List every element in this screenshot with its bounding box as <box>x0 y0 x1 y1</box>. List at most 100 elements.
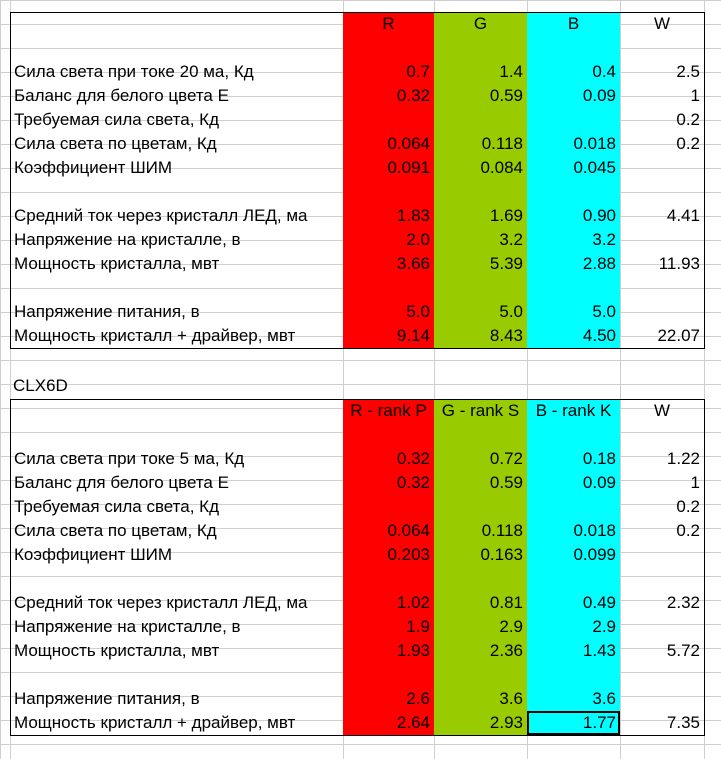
value-cell-w[interactable]: 7.35 <box>666 713 700 732</box>
row-label-cell[interactable]: Мощность кристалл + драйвер, мвт <box>14 326 296 345</box>
value-cell-g[interactable] <box>434 663 527 687</box>
value-cell-r[interactable]: 0.32 <box>343 471 434 495</box>
value-cell-b[interactable]: 0.09 <box>527 471 620 495</box>
row-label-cell[interactable]: Мощность кристалл + драйвер, мвт <box>14 713 296 732</box>
row-label-cell[interactable]: Мощность кристалла, мвт <box>14 641 220 660</box>
value-cell-g[interactable] <box>434 423 527 447</box>
value-cell-w[interactable] <box>620 228 704 252</box>
value-cell-b[interactable]: 0.099 <box>527 543 620 567</box>
value-cell-r[interactable]: 1.9 <box>343 615 434 639</box>
header-cell-b[interactable]: B <box>527 12 620 36</box>
value-cell-g[interactable]: 3.6 <box>434 687 527 711</box>
value-cell-b[interactable]: 0.4 <box>527 60 620 84</box>
value-cell-r[interactable] <box>343 663 434 687</box>
value-cell-r[interactable]: 0.091 <box>343 156 434 180</box>
value-cell-g[interactable]: 2.36 <box>434 639 527 663</box>
value-cell-r[interactable]: 1.02 <box>343 591 434 615</box>
value-cell-b[interactable] <box>527 495 620 519</box>
value-cell-b[interactable] <box>527 108 620 132</box>
value-cell-g[interactable]: 5.39 <box>434 252 527 276</box>
value-cell-r[interactable]: 3.66 <box>343 252 434 276</box>
header-cell-w[interactable]: W <box>653 14 671 33</box>
value-cell-w[interactable]: 0.2 <box>676 497 700 516</box>
value-cell-g[interactable] <box>434 36 527 60</box>
value-cell-b[interactable] <box>527 423 620 447</box>
value-cell-r[interactable]: 2.64 <box>343 711 434 735</box>
row-label-cell[interactable]: Мощность кристалла, мвт <box>14 254 220 273</box>
value-cell-w[interactable] <box>620 36 704 60</box>
value-cell-r[interactable] <box>343 423 434 447</box>
row-label-cell[interactable]: Напряжение на кристалле, в <box>14 230 241 249</box>
row-label-cell[interactable] <box>11 276 343 300</box>
value-cell-w[interactable]: 11.93 <box>658 254 700 273</box>
row-label-cell[interactable]: Коэффициент ШИМ <box>14 545 173 564</box>
value-cell-g[interactable]: 5.0 <box>434 300 527 324</box>
value-cell-w[interactable] <box>620 663 704 687</box>
value-cell-b[interactable]: 1.43 <box>527 639 620 663</box>
value-cell-b[interactable] <box>527 567 620 591</box>
value-cell-r[interactable]: 2.6 <box>343 687 434 711</box>
value-cell-b[interactable]: 0.018 <box>527 132 620 156</box>
value-cell-r[interactable] <box>343 36 434 60</box>
header-cell-w[interactable]: W <box>653 401 671 420</box>
selected-cell[interactable]: 1.77 <box>527 711 620 735</box>
value-cell-r[interactable]: 0.203 <box>343 543 434 567</box>
value-cell-r[interactable] <box>343 108 434 132</box>
value-cell-g[interactable] <box>434 495 527 519</box>
value-cell-g[interactable]: 3.2 <box>434 228 527 252</box>
value-cell-b[interactable]: 3.6 <box>527 687 620 711</box>
value-cell-r[interactable] <box>343 495 434 519</box>
value-cell-w[interactable]: 2.5 <box>676 62 700 81</box>
value-cell-g[interactable]: 2.93 <box>434 711 527 735</box>
header-cell-g[interactable]: G - rank S <box>434 399 527 423</box>
value-cell-b[interactable] <box>527 180 620 204</box>
value-cell-g[interactable]: 0.72 <box>434 447 527 471</box>
value-cell-b[interactable]: 3.2 <box>527 228 620 252</box>
row-label-cell[interactable]: Требуемая сила света, Кд <box>14 110 219 129</box>
value-cell-w[interactable]: 4.41 <box>666 206 700 225</box>
value-cell-b[interactable] <box>527 36 620 60</box>
value-cell-w[interactable]: 5.72 <box>666 641 700 660</box>
value-cell-g[interactable]: 1.4 <box>434 60 527 84</box>
row-label-cell[interactable]: Напряжение на кристалле, в <box>14 617 241 636</box>
row-label-cell[interactable] <box>11 567 343 591</box>
value-cell-g[interactable]: 8.43 <box>434 324 527 348</box>
value-cell-b[interactable]: 0.49 <box>527 591 620 615</box>
value-cell-w[interactable] <box>620 276 704 300</box>
value-cell-w[interactable] <box>620 156 704 180</box>
row-label-cell[interactable]: Баланс для белого цвета Е <box>14 86 229 105</box>
value-cell-r[interactable]: 1.83 <box>343 204 434 228</box>
value-cell-r[interactable]: 5.0 <box>343 300 434 324</box>
value-cell-b[interactable]: 0.09 <box>527 84 620 108</box>
value-cell-b[interactable]: 2.9 <box>527 615 620 639</box>
value-cell-w[interactable]: 0.2 <box>676 521 700 540</box>
value-cell-g[interactable] <box>434 180 527 204</box>
table2-title[interactable]: CLX6D <box>13 376 68 395</box>
value-cell-g[interactable]: 0.163 <box>434 543 527 567</box>
value-cell-r[interactable]: 9.14 <box>343 324 434 348</box>
row-label-cell[interactable]: Средний ток через кристалл ЛЕД, ма <box>14 593 308 612</box>
row-label-cell[interactable]: Требуемая сила света, Кд <box>14 497 219 516</box>
value-cell-w[interactable]: 1.22 <box>666 449 700 468</box>
value-cell-b[interactable]: 2.88 <box>527 252 620 276</box>
value-cell-b[interactable]: 0.045 <box>527 156 620 180</box>
value-cell-w[interactable]: 0.2 <box>676 134 700 153</box>
value-cell-g[interactable]: 0.084 <box>434 156 527 180</box>
value-cell-g[interactable]: 0.59 <box>434 84 527 108</box>
value-cell-g[interactable]: 1.69 <box>434 204 527 228</box>
value-cell-w[interactable]: 2.32 <box>666 593 700 612</box>
value-cell-b[interactable] <box>527 276 620 300</box>
value-cell-g[interactable] <box>434 567 527 591</box>
header-cell-r[interactable]: R <box>343 12 434 36</box>
value-cell-g[interactable]: 0.118 <box>434 519 527 543</box>
value-cell-w[interactable] <box>620 615 704 639</box>
value-cell-b[interactable]: 0.18 <box>527 447 620 471</box>
value-cell-g[interactable]: 0.81 <box>434 591 527 615</box>
row-label-cell[interactable]: Средний ток через кристалл ЛЕД, ма <box>14 206 308 225</box>
header-cell-label[interactable] <box>11 399 343 423</box>
value-cell-r[interactable]: 0.32 <box>343 447 434 471</box>
value-cell-b[interactable]: 0.018 <box>527 519 620 543</box>
value-cell-w[interactable]: 1 <box>690 473 700 492</box>
value-cell-r[interactable]: 0.32 <box>343 84 434 108</box>
